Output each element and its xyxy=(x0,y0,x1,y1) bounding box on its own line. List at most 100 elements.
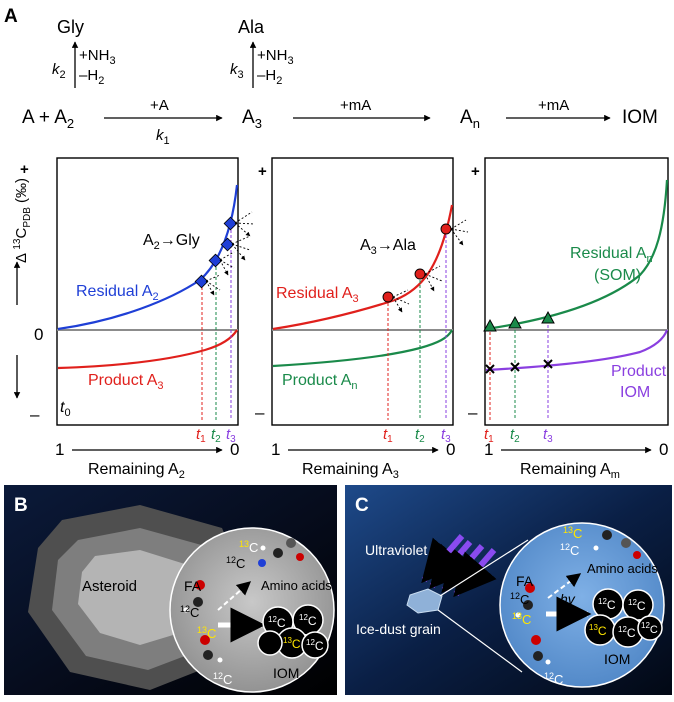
fa-c13-c: 13C xyxy=(512,611,531,627)
k2-text: k xyxy=(52,61,61,78)
fa-c12-c-2: 12C xyxy=(544,671,563,687)
plot1-arrows-t2 xyxy=(219,251,235,275)
fa-atom xyxy=(217,657,223,663)
ala-label: Ala xyxy=(238,17,265,37)
svg-text:k2: k2 xyxy=(52,61,66,81)
amino-atom xyxy=(296,553,304,561)
amino-atom xyxy=(258,559,266,567)
nh3-text: +NH xyxy=(79,47,109,64)
plot2-arrows-t2 xyxy=(424,265,443,291)
y-plus-2: + xyxy=(258,163,267,180)
plot1-marker-t3 xyxy=(223,216,238,231)
an-text: A xyxy=(460,107,473,128)
iom-c12-b-2: 12C xyxy=(299,613,317,628)
t-labels: t1 t2 t3 t1 t2 t3 t1 t2 t3 xyxy=(196,426,553,445)
plot3-residual-label-2: (SOM) xyxy=(594,267,641,284)
plot3-x-label: Remaining Am xyxy=(520,461,620,481)
plot1-residual-label: Residual A2 xyxy=(76,283,159,303)
fa-label-c: FA xyxy=(516,573,534,589)
plot2-residual-label: Residual A3 xyxy=(276,285,359,305)
amino-atom xyxy=(260,545,266,551)
plot3-x-start: 1 xyxy=(484,440,493,459)
svg-text:A + A2: A + A2 xyxy=(22,107,74,131)
y-plus-3: + xyxy=(471,163,480,180)
plot1-x-end: 0 xyxy=(230,440,239,459)
iom-c13-b: 13C xyxy=(283,636,301,651)
fa-atom xyxy=(200,635,210,645)
iom-blob xyxy=(301,631,329,659)
plot2-frame xyxy=(271,157,454,426)
gly-label: Gly xyxy=(57,17,84,37)
plot3-residual-curve xyxy=(485,179,669,331)
svg-text:+NH3: +NH3 xyxy=(257,47,294,67)
zoom-line-c-bottom xyxy=(437,609,523,673)
iom-label-c: IOM xyxy=(604,651,630,667)
plot2-marker-t2 xyxy=(414,268,426,280)
ice-dust-label: Ice-dust grain xyxy=(356,621,441,637)
plot1-frame xyxy=(56,157,239,426)
fa-c12-b: 12C xyxy=(180,604,199,620)
fa-to-amino-arrow-c xyxy=(547,573,582,599)
panel-a-label: A xyxy=(4,6,18,27)
t0-label: t0 xyxy=(60,399,71,419)
iom-blob xyxy=(257,630,283,656)
panel-c-label: C xyxy=(355,495,369,516)
panel-b: B Asteroid 13C 12C Amino acids FA 12C 13… xyxy=(4,485,337,695)
uv-ray-arrow xyxy=(453,548,497,598)
plot3-product-label: Product xyxy=(611,363,667,380)
iom-text: IOM xyxy=(622,107,658,128)
nh3-text-2: +NH xyxy=(257,47,287,64)
fa-label-b: FA xyxy=(184,578,202,594)
plot1-x-start: 1 xyxy=(55,440,64,459)
y-axis-label: Δ 13CPDB (‰) xyxy=(12,178,33,263)
iom-c12-c-4: 12C xyxy=(641,621,658,636)
plot3-t1-label: t1 xyxy=(484,426,494,445)
y-minus: – xyxy=(30,405,40,424)
c13-label-c: 13C xyxy=(563,525,582,541)
fa-atom xyxy=(533,651,543,661)
plot3-cross-t1 xyxy=(485,364,495,374)
fa-atom xyxy=(531,635,541,645)
plot1-marker-mid xyxy=(220,237,235,252)
fa-atom xyxy=(523,600,533,610)
amino-atom xyxy=(593,545,599,551)
fa-c13-b: 13C xyxy=(197,625,216,641)
iom-c12-c-2: 12C xyxy=(628,598,646,613)
plot1-product-label: Product A3 xyxy=(88,372,164,392)
plot3-product-label-2: IOM xyxy=(620,384,650,401)
k3-text: k xyxy=(230,61,239,78)
iom-label-b: IOM xyxy=(273,665,299,681)
plot1-markers xyxy=(194,211,254,295)
y-axis: + 0 – Δ 13CPDB (‰) xyxy=(12,161,43,424)
plot1-marker-t1 xyxy=(194,274,209,289)
plot3-triangle-t3 xyxy=(541,310,555,324)
plot1-annotation: A2→Gly xyxy=(143,232,200,252)
plot2-x-label: Remaining A3 xyxy=(302,461,399,481)
amino-atom xyxy=(633,551,641,559)
c12-label-b: 12C xyxy=(226,555,245,571)
k1-text: k xyxy=(156,127,165,144)
asteroid-label: Asteroid xyxy=(82,578,137,595)
amino-atom xyxy=(621,538,631,548)
arrow-ma-1-top: +mA xyxy=(340,97,371,114)
panel-c: C Ultraviolet ray Ice-dust grain 13C 12C xyxy=(345,485,672,695)
plot1-x-label: Remaining A2 xyxy=(88,461,185,481)
fa-atom xyxy=(193,597,203,607)
arrow-k1-top: +A xyxy=(150,97,169,114)
svg-text:k3: k3 xyxy=(230,61,244,81)
plot1-product-curve xyxy=(57,329,238,370)
plot2-arrows-t3 xyxy=(450,219,469,245)
amino-atom xyxy=(286,538,296,548)
plot3-product-curve xyxy=(485,329,669,372)
asteroid-inner xyxy=(78,550,200,645)
iom-c12-c-1: 12C xyxy=(598,597,616,612)
panel-b-label: B xyxy=(14,495,28,516)
plot3-x-end: 0 xyxy=(659,440,668,459)
plot1-arrows-t3 xyxy=(234,211,254,236)
svg-text:A3: A3 xyxy=(242,107,262,131)
y-minus-2: – xyxy=(255,403,265,422)
plot2-arrows-t1 xyxy=(392,289,410,312)
hv-label: hv xyxy=(560,591,576,607)
plot3-triangle-t1 xyxy=(483,318,497,332)
fa-atom xyxy=(203,650,213,660)
